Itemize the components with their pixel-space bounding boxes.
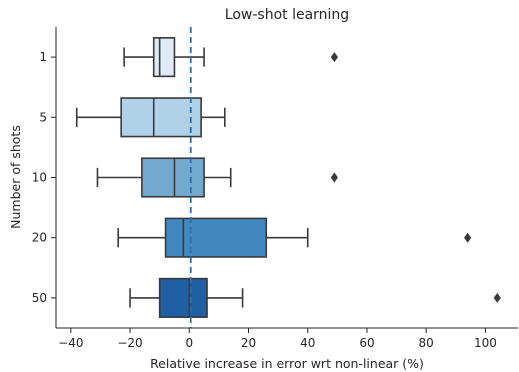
box-group-5 [75, 97, 226, 138]
x-axis-label: Relative increase in error wrt non-linea… [150, 356, 424, 371]
box-5 [120, 97, 202, 138]
box-10 [141, 157, 205, 198]
x-tick-label-60: 60 [359, 336, 374, 350]
box-50 [158, 277, 208, 318]
y-axis-label: Number of shots [8, 125, 23, 229]
x-axis: −40 −20 0 20 40 60 80 100 [56, 327, 518, 350]
x-tick-label-0: 0 [185, 336, 193, 350]
x-tick-label--40: −40 [58, 336, 83, 350]
box-group-20 [117, 217, 472, 258]
y-axis: 1 5 10 20 50 [32, 27, 57, 328]
x-tick-label--20: −20 [117, 336, 142, 350]
box-1 [152, 37, 176, 78]
outlier-20-0 [464, 232, 472, 243]
chart-title: Low-shot learning [225, 7, 349, 23]
y-tick-label-10: 10 [32, 171, 47, 185]
y-tick-label-50: 50 [32, 291, 47, 305]
y-tick-label-1: 1 [39, 50, 47, 64]
box-group-10 [96, 157, 338, 198]
outlier-1-0 [330, 52, 338, 63]
y-tick-label-5: 5 [39, 110, 47, 124]
x-tick-label-100: 100 [474, 336, 497, 350]
x-tick-label-80: 80 [419, 336, 434, 350]
box-group-1 [123, 37, 338, 78]
outlier-10-0 [330, 172, 338, 183]
outlier-50-0 [493, 292, 501, 303]
y-tick-label-20: 20 [32, 231, 47, 245]
x-tick-label-20: 20 [241, 336, 256, 350]
x-tick-label-40: 40 [300, 336, 315, 350]
box-20 [164, 217, 268, 258]
plot-area [75, 27, 501, 328]
box-group-50 [129, 277, 501, 318]
